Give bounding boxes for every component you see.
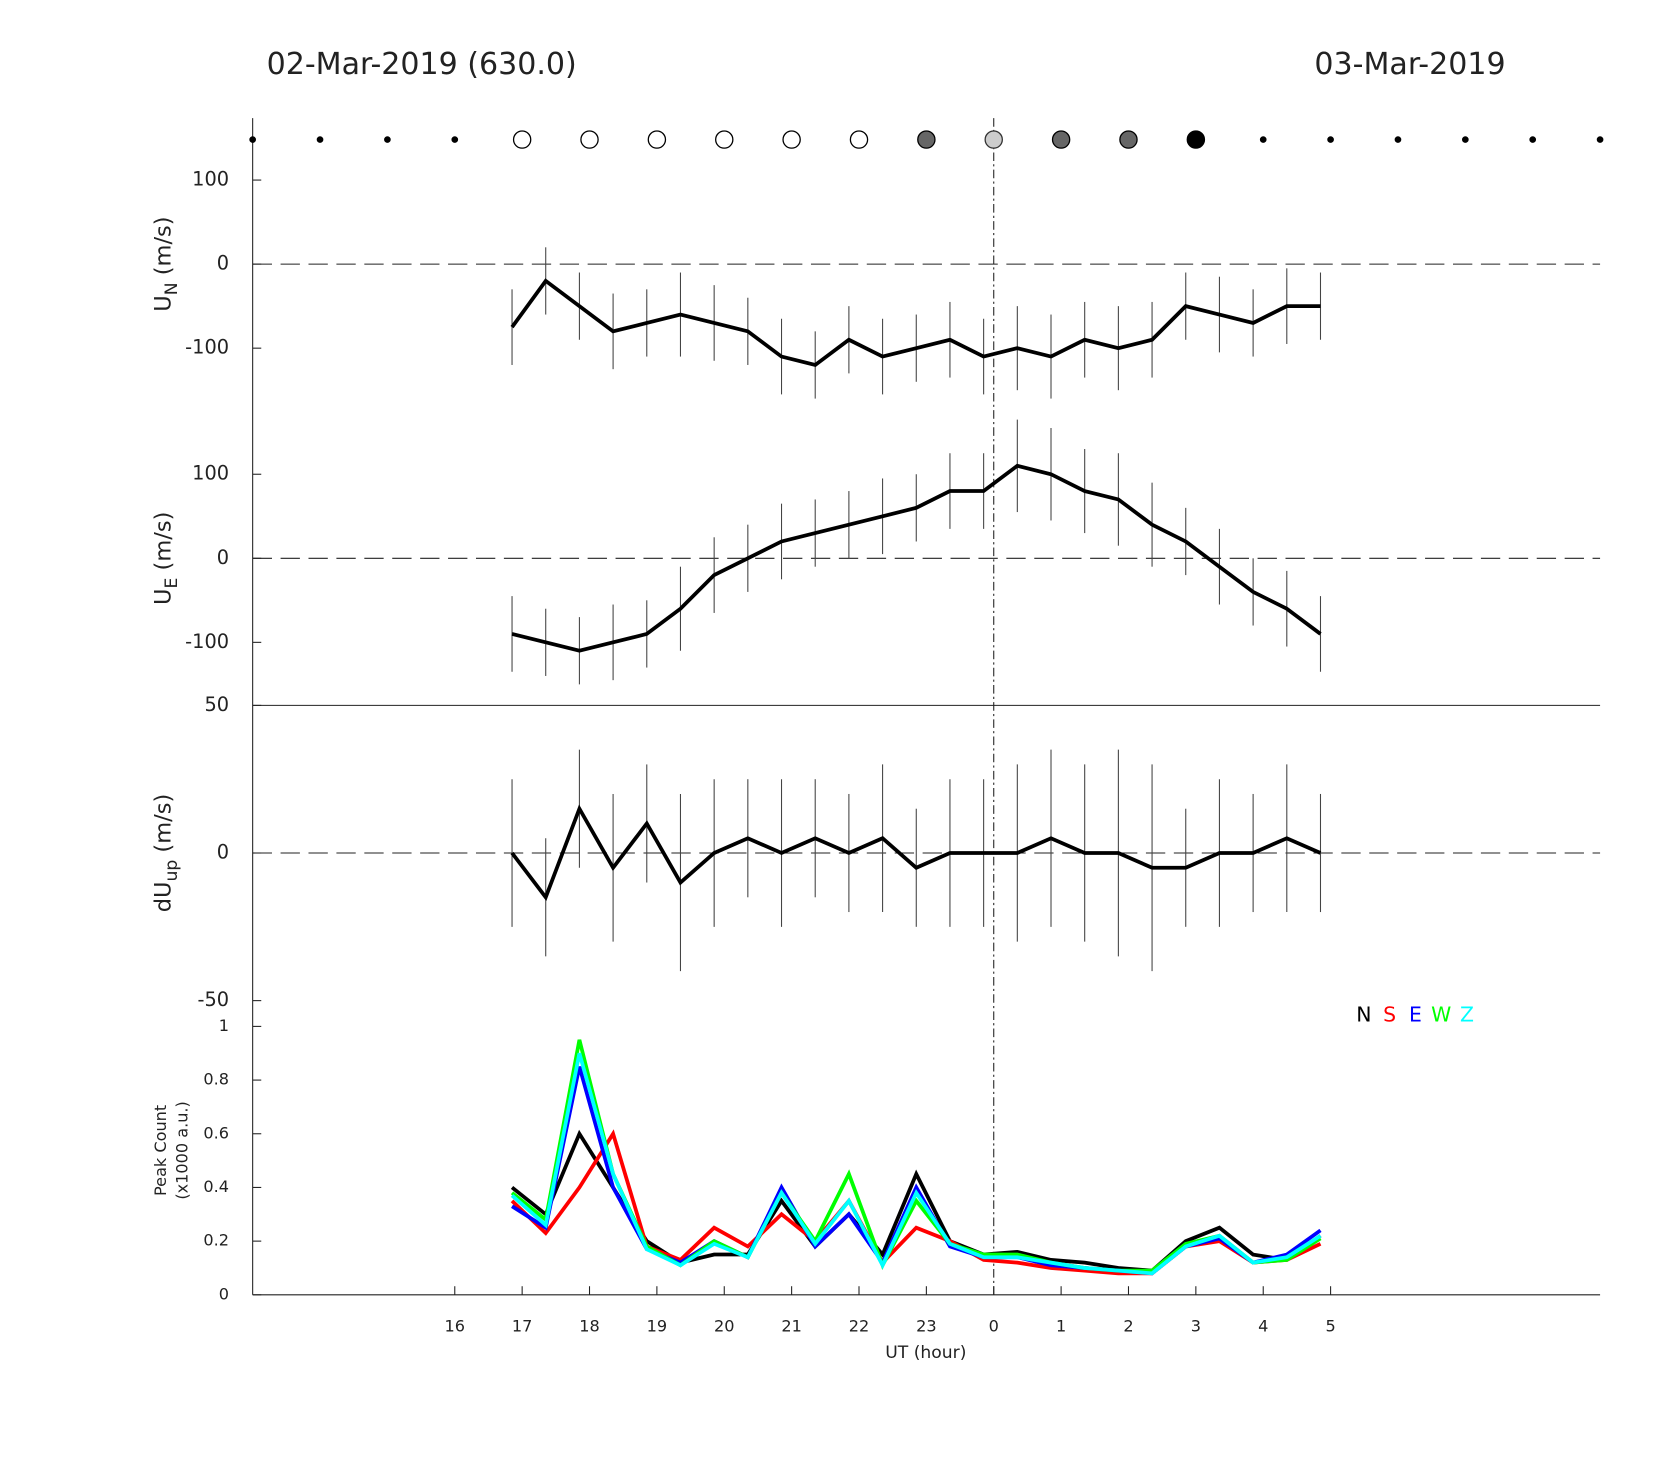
y-tick-label: 50 — [204, 693, 229, 716]
y-label-main: dU — [150, 882, 176, 913]
y-tick-label: 0.8 — [203, 1070, 229, 1089]
y-axis-label: UE (m/s) — [150, 512, 182, 605]
y-axis-label: UN (m/s) — [150, 216, 182, 311]
y-tick-label: 0 — [217, 841, 229, 864]
y-label-space — [150, 570, 176, 577]
data-line — [511, 463, 1322, 653]
y-tick-label: 0 — [219, 1284, 229, 1303]
y-label-space — [150, 275, 176, 282]
sky-marker — [512, 130, 532, 149]
x-tick-label: 0 — [989, 1317, 999, 1336]
legend-entry: W — [1431, 1003, 1451, 1027]
sky-marker — [1462, 136, 1469, 143]
data-line — [510, 804, 1322, 902]
legend-entry: E — [1409, 1003, 1422, 1027]
title-right: 03-Mar-2019 — [1314, 47, 1505, 82]
y-tick-label: 1 — [219, 1016, 229, 1035]
x-tick-label: 1 — [1056, 1317, 1066, 1336]
y-tick-label: 0 — [217, 252, 229, 275]
sky-marker — [849, 130, 869, 149]
sky-marker — [1186, 130, 1206, 149]
data-line — [510, 1052, 1322, 1276]
x-tick-label: 2 — [1123, 1317, 1133, 1336]
y-label-unit: (m/s) — [150, 794, 176, 853]
x-axis-label: UT (hour) — [885, 1343, 966, 1363]
legend-entry: S — [1383, 1003, 1396, 1027]
x-tick-label: 22 — [849, 1317, 869, 1336]
y-tick-label: -100 — [185, 336, 229, 359]
legend-entry: Z — [1460, 1003, 1474, 1027]
sky-marker — [1119, 130, 1138, 149]
x-tick-label: 5 — [1325, 1317, 1335, 1336]
sky-marker — [580, 130, 599, 149]
sky-marker — [1394, 136, 1402, 143]
sky-marker — [1259, 136, 1267, 143]
legend-entry: N — [1356, 1003, 1371, 1027]
y-label-main: U — [150, 295, 176, 312]
x-tick-label: 20 — [714, 1317, 734, 1336]
y-tick-label: 100 — [192, 168, 229, 191]
y-tick-label: 0 — [217, 546, 229, 569]
y-label-sub: E — [162, 578, 182, 589]
y-label-sub: up — [162, 860, 182, 882]
sky-marker — [1529, 136, 1537, 143]
y-tick-label: 100 — [192, 462, 229, 485]
sky-marker — [1327, 136, 1334, 143]
x-tick-label: 19 — [647, 1317, 667, 1336]
y-label-space — [150, 853, 176, 860]
sky-marker — [984, 130, 1003, 149]
sky-marker — [917, 130, 936, 149]
sky-marker — [1596, 136, 1604, 143]
data-line — [510, 278, 1321, 368]
x-tick-label: 18 — [579, 1317, 599, 1336]
x-tick-label: 3 — [1191, 1317, 1201, 1336]
sky-marker — [249, 136, 256, 143]
sky-marker — [782, 130, 801, 149]
sky-marker — [647, 130, 667, 149]
x-tick-label: 23 — [916, 1317, 936, 1336]
y-tick-label: 0.2 — [203, 1231, 229, 1250]
y-label-unit: (m/s) — [150, 512, 176, 571]
sky-marker — [316, 136, 324, 143]
y-label-main: U — [150, 588, 176, 605]
x-tick-label: 4 — [1258, 1317, 1268, 1336]
y-tick-label: -100 — [185, 630, 229, 653]
y-tick-label: -50 — [197, 988, 229, 1011]
y-axis-label: Peak Count — [151, 1105, 170, 1196]
sky-marker — [451, 136, 459, 143]
sky-marker — [384, 136, 391, 143]
y-tick-label: 0.6 — [203, 1123, 229, 1142]
x-tick-label: 21 — [781, 1317, 801, 1336]
title-left: 02-Mar-2019 (630.0) — [267, 47, 577, 82]
y-axis-label: dUup (m/s) — [150, 794, 182, 913]
x-tick-label: 17 — [512, 1317, 532, 1336]
sky-marker — [1051, 130, 1071, 149]
x-tick-label: 16 — [445, 1317, 465, 1336]
y-label-unit: (m/s) — [150, 216, 176, 275]
y-tick-label: 0.4 — [203, 1177, 229, 1196]
y-axis-label: (x1000 a.u.) — [172, 1101, 191, 1199]
sky-marker — [715, 130, 734, 149]
y-label-sub: N — [162, 282, 182, 295]
